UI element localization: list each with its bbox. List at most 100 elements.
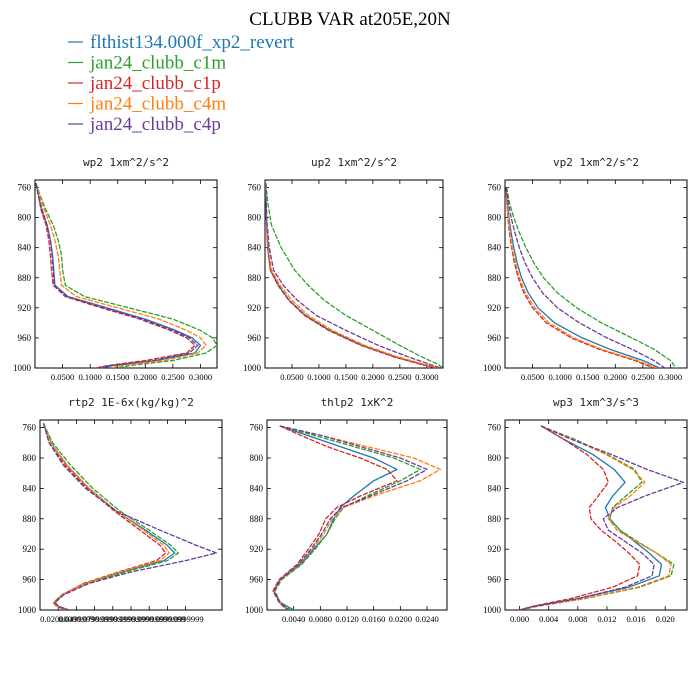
y-tick-label: 840 [248,243,262,253]
series-line [265,183,443,368]
series-group [505,186,677,368]
y-tick-label: 760 [250,423,264,433]
figure-title: CLUBB VAR at205E,20N [249,9,451,30]
plot-frame [34,179,218,369]
y-tick-label: 920 [18,303,32,313]
series-line [35,183,199,368]
series-line [42,423,179,610]
y-tick-label: 880 [250,514,264,524]
y-tick-label: 960 [488,333,502,343]
y-tick-label: 800 [250,453,264,463]
y-tick-label: 840 [18,243,32,253]
x-tick-label: 0.012 [597,614,616,624]
series-line [518,425,685,610]
x-tick-label: 0.2500 [631,372,654,382]
x-tick-label: 0.0999999 [95,614,131,624]
y-tick-label: 1000 [243,363,262,373]
y-tick-label: 920 [488,303,502,313]
legend-label: jan24_clubb_c4p [89,114,221,135]
series-line [273,425,441,610]
y-tick-label: 1000 [18,605,37,615]
y-tick-label: 960 [248,333,262,343]
x-tick-label: 0.0040 [282,614,305,624]
plot-frame [264,179,444,369]
x-tick-label: 0.0500 [280,372,303,382]
x-tick-label: 0.0120 [335,614,358,624]
series-line [272,425,398,610]
series-line [42,423,176,610]
x-tick-label: 0.016 [626,614,645,624]
x-tick-label: 0.004 [539,614,559,624]
y-tick-label: 760 [248,183,262,193]
x-tick-label: 0.2500 [388,372,411,382]
x-tick-label: 0.3000 [415,372,438,382]
series-line [273,425,428,610]
y-tick-label: 1000 [245,605,264,615]
series-line [35,183,207,368]
series-line [35,183,196,368]
series-line [505,186,666,368]
chart-panel: up2 1xm^2/s^2 760 800 840 880 920 960 1000 0.050… [243,156,444,382]
x-tick-label: 0.3000 [659,372,682,382]
x-tick-label: 0.1000 [307,372,330,382]
y-tick-label: 800 [488,453,502,463]
legend-label: jan24_clubb_c1p [89,73,221,94]
x-tick-label: 0.0999999 [131,614,167,624]
chart-panel: wp3 1xm^3/s^3 760 800 840 880 920 960 1000 0.000… [483,396,688,624]
x-tick-label: 0.1000 [78,372,101,382]
y-tick-label: 880 [23,514,37,524]
x-tick-label: 0.2500 [161,372,184,382]
x-tick-label: 0.0999999 [168,614,204,624]
y-tick-label: 800 [23,453,37,463]
series-line [42,423,218,610]
y-tick-label: 760 [23,423,37,433]
legend: flthist134.000f_xp2_revert jan24_clubb_c1… [68,32,295,135]
x-tick-label: 0.2000 [604,372,627,382]
x-tick-label: 0.1500 [576,372,599,382]
y-tick-label: 880 [248,273,262,283]
y-tick-label: 840 [250,483,264,493]
panel-title: wp2 1xm^2/s^2 [83,156,169,169]
series-line [518,425,675,610]
y-tick-label: 1000 [483,363,502,373]
x-tick-label: 0.0200 [389,614,412,624]
x-tick-label: 0.0499999 [58,614,94,624]
y-tick-label: 760 [18,183,32,193]
series-group [265,183,443,368]
panel-title: thlp2 1xK^2 [321,396,394,409]
x-tick-label: 0.0999999 [149,614,185,624]
series-line [265,183,441,368]
series-line [265,183,438,368]
y-tick-label: 920 [488,544,502,554]
y-tick-label: 840 [488,483,502,493]
y-tick-label: 800 [488,213,502,223]
y-tick-label: 920 [23,544,37,554]
y-tick-label: 960 [488,575,502,585]
x-tick-label: 0.1500 [334,372,357,382]
y-tick-label: 840 [23,483,37,493]
x-tick-label: 0.0500 [51,372,74,382]
x-tick-label: 0.0080 [309,614,332,624]
x-tick-label: 0.0240 [415,614,438,624]
x-tick-label: 0.2000 [361,372,384,382]
y-tick-label: 840 [488,243,502,253]
series-line [35,183,202,368]
y-tick-label: 880 [18,273,32,283]
legend-label: flthist134.000f_xp2_revert [90,32,295,53]
x-tick-label: 0.3000 [189,372,212,382]
y-tick-label: 880 [488,273,502,283]
series-line [506,186,677,368]
y-tick-label: 800 [18,213,32,223]
series-line [518,425,641,610]
panel-title: wp3 1xm^3/s^3 [553,396,639,409]
series-group [35,183,217,368]
chart-panel: thlp2 1xK^2 760 800 840 880 920 960 1000 0.0040 0… [245,396,448,624]
y-tick-label: 920 [248,303,262,313]
series-line [42,423,170,610]
x-tick-label: 0.008 [568,614,587,624]
x-tick-label: 0.000 [510,614,529,624]
y-tick-label: 880 [488,514,502,524]
series-line [505,186,661,368]
y-tick-label: 1000 [13,363,32,373]
